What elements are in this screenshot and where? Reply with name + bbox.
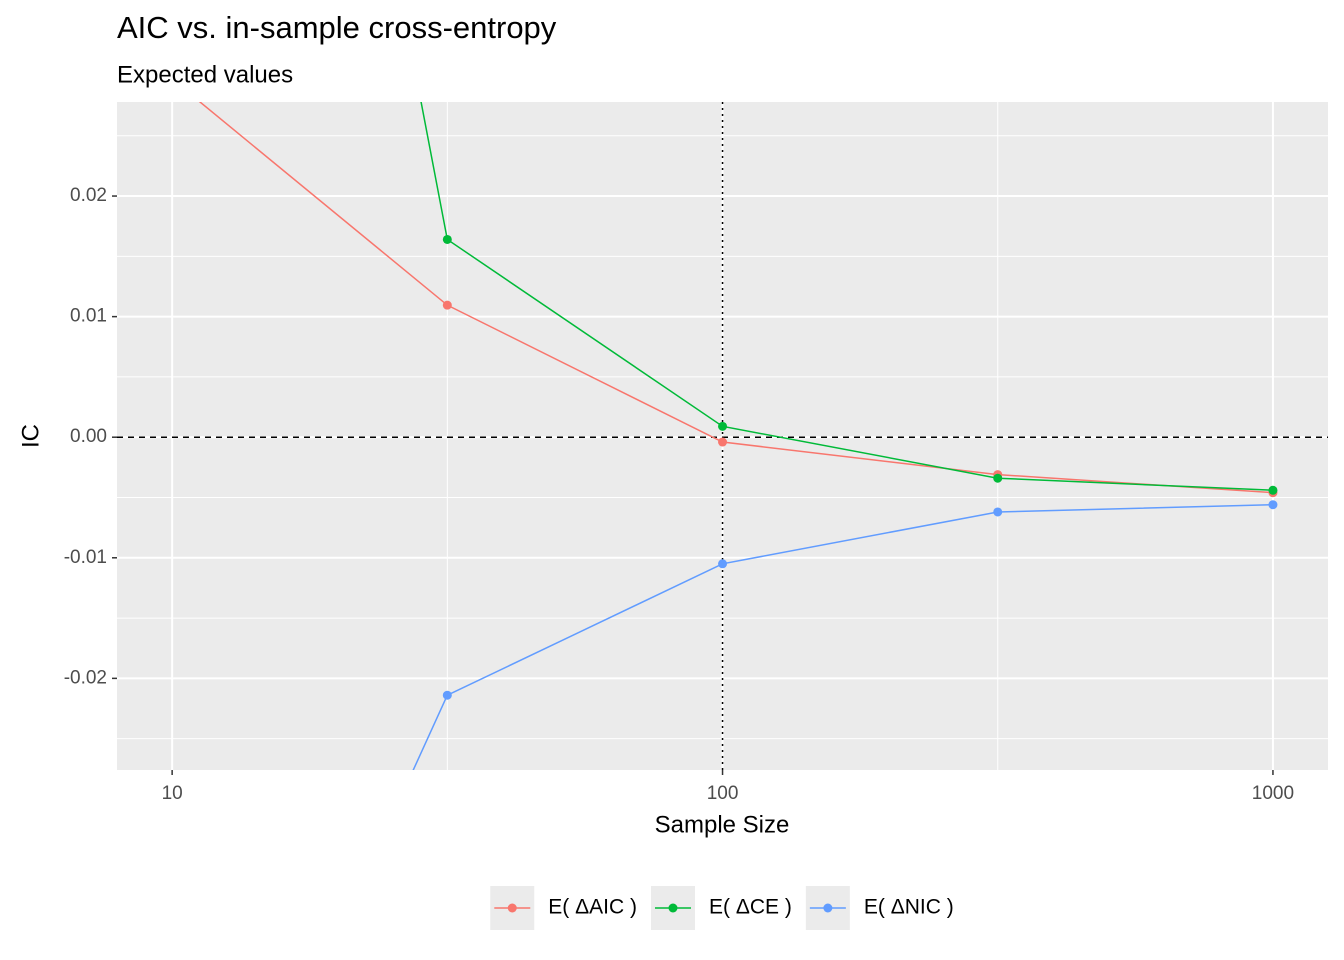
legend-label: E( ΔNIC ) <box>864 896 954 919</box>
data-point <box>442 300 452 310</box>
data-point <box>1268 500 1278 510</box>
plot-area <box>117 102 1328 770</box>
x-tick-label: 100 <box>707 783 739 804</box>
y-axis-title: IC <box>17 424 44 448</box>
y-tick-label: -0.02 <box>64 667 107 688</box>
legend-item: E( ΔCE ) <box>650 886 792 930</box>
legend-key-point <box>507 903 517 913</box>
legend-key-point <box>823 903 833 913</box>
legend-label: E( ΔCE ) <box>709 896 792 919</box>
data-point <box>442 234 452 244</box>
legend: E( ΔAIC ) E( ΔCE ) E( ΔNIC ) <box>490 886 954 930</box>
data-point <box>718 559 728 569</box>
data-point <box>718 437 728 447</box>
y-tick-label: 0.01 <box>70 306 107 327</box>
legend-item: E( ΔNIC ) <box>805 886 954 930</box>
y-tick-label: 0.00 <box>70 426 107 447</box>
data-point <box>993 507 1003 517</box>
y-tick-label: 0.02 <box>70 185 107 206</box>
legend-label: E( ΔAIC ) <box>548 896 637 919</box>
data-point <box>1268 485 1278 495</box>
data-point <box>718 421 728 431</box>
y-tick-label: -0.01 <box>64 547 107 568</box>
x-tick-label: 1000 <box>1252 783 1294 804</box>
data-point <box>442 690 452 700</box>
chart-subtitle: Expected values <box>117 61 293 88</box>
chart-title: AIC vs. in-sample cross-entropy <box>117 10 557 45</box>
legend-item: E( ΔAIC ) <box>490 886 637 930</box>
legend-key-point <box>668 903 678 913</box>
data-point <box>993 473 1003 483</box>
x-axis-title: Sample Size <box>655 811 790 838</box>
x-tick-label: 10 <box>162 783 183 804</box>
